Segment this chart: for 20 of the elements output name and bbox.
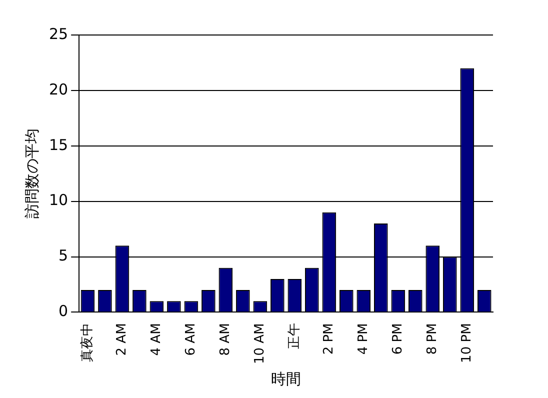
- y-tick-label: 20: [48, 80, 68, 98]
- x-tick-label: 10 PM: [460, 323, 475, 363]
- x-tick-label: 6 AM: [184, 323, 199, 356]
- y-tick-label: 15: [48, 136, 68, 154]
- x-tick-label: 正午: [287, 323, 302, 350]
- x-tick-label: 4 AM: [149, 323, 164, 356]
- y-tick-label: 5: [58, 246, 68, 265]
- x-tick-label: 6 PM: [390, 323, 406, 355]
- y-tick-label: 0: [58, 302, 68, 320]
- x-tick-label: 10 AM: [252, 323, 268, 364]
- x-tick-label: 2 AM: [114, 323, 130, 356]
- x-tick-label: 真夜中: [79, 323, 96, 362]
- y-tick-label: 25: [48, 24, 68, 43]
- x-axis-title: 時間: [271, 370, 302, 388]
- x-tick-label: 8 AM: [218, 323, 234, 356]
- x-tick-label: 2 PM: [322, 323, 337, 355]
- x-tick-label: 8 PM: [425, 323, 440, 355]
- x-tick-label: 4 PM: [356, 323, 372, 355]
- y-axis-title: 訪問数の平均: [22, 128, 41, 219]
- y-tick-label: 10: [48, 191, 68, 210]
